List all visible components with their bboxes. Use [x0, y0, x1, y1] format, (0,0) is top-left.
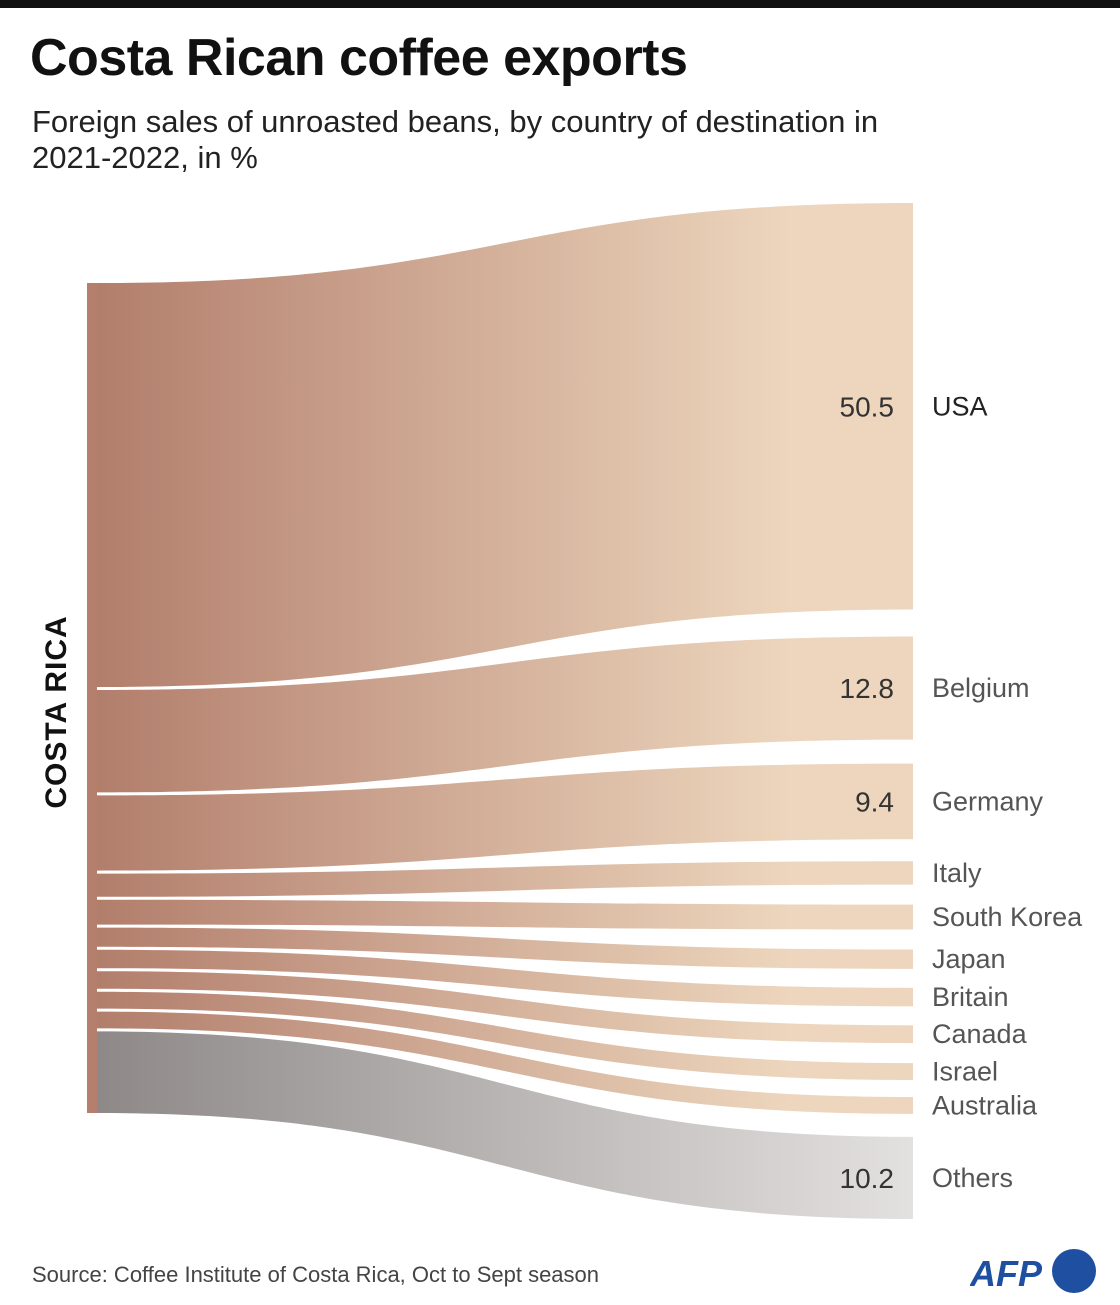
target-label: Others [932, 1163, 1013, 1193]
flow-australia [97, 1011, 913, 1114]
target-label: Germany [932, 786, 1044, 816]
flow-britain [97, 949, 913, 1007]
svg-text:AFP: AFP [970, 1253, 1043, 1294]
flow-belgium [97, 636, 913, 793]
flow-others [97, 1031, 913, 1219]
chart-title: Costa Rican coffee exports [30, 29, 688, 87]
flow-canada [97, 971, 913, 1044]
afp-logo: AFP [970, 1249, 1096, 1294]
source-node-bar [87, 283, 97, 1113]
value-label: 12.8 [840, 673, 895, 704]
value-label: 9.4 [855, 786, 894, 817]
target-label: Italy [932, 858, 982, 888]
flow-israel [97, 991, 913, 1080]
target-label: Japan [932, 944, 1006, 974]
target-label: Belgium [932, 673, 1030, 703]
target-label: Britain [932, 982, 1009, 1012]
target-label: Canada [932, 1019, 1028, 1049]
flow-italy [97, 861, 913, 897]
value-label: 10.2 [840, 1163, 895, 1194]
target-label: South Korea [932, 902, 1083, 932]
top-rule [0, 0, 1120, 8]
flow-south-korea [97, 899, 913, 930]
flow-japan [97, 927, 913, 969]
source-note: Source: Coffee Institute of Costa Rica, … [32, 1262, 600, 1287]
flow-germany [97, 763, 913, 871]
target-label: Australia [932, 1090, 1038, 1120]
target-label: Israel [932, 1057, 998, 1087]
target-label: USA [932, 391, 988, 421]
flow-usa [97, 203, 913, 687]
value-label: 50.5 [840, 391, 895, 422]
chart-subtitle: Foreign sales of unroasted beans, by cou… [32, 104, 879, 175]
source-node-label: COSTA RICA [40, 615, 73, 808]
